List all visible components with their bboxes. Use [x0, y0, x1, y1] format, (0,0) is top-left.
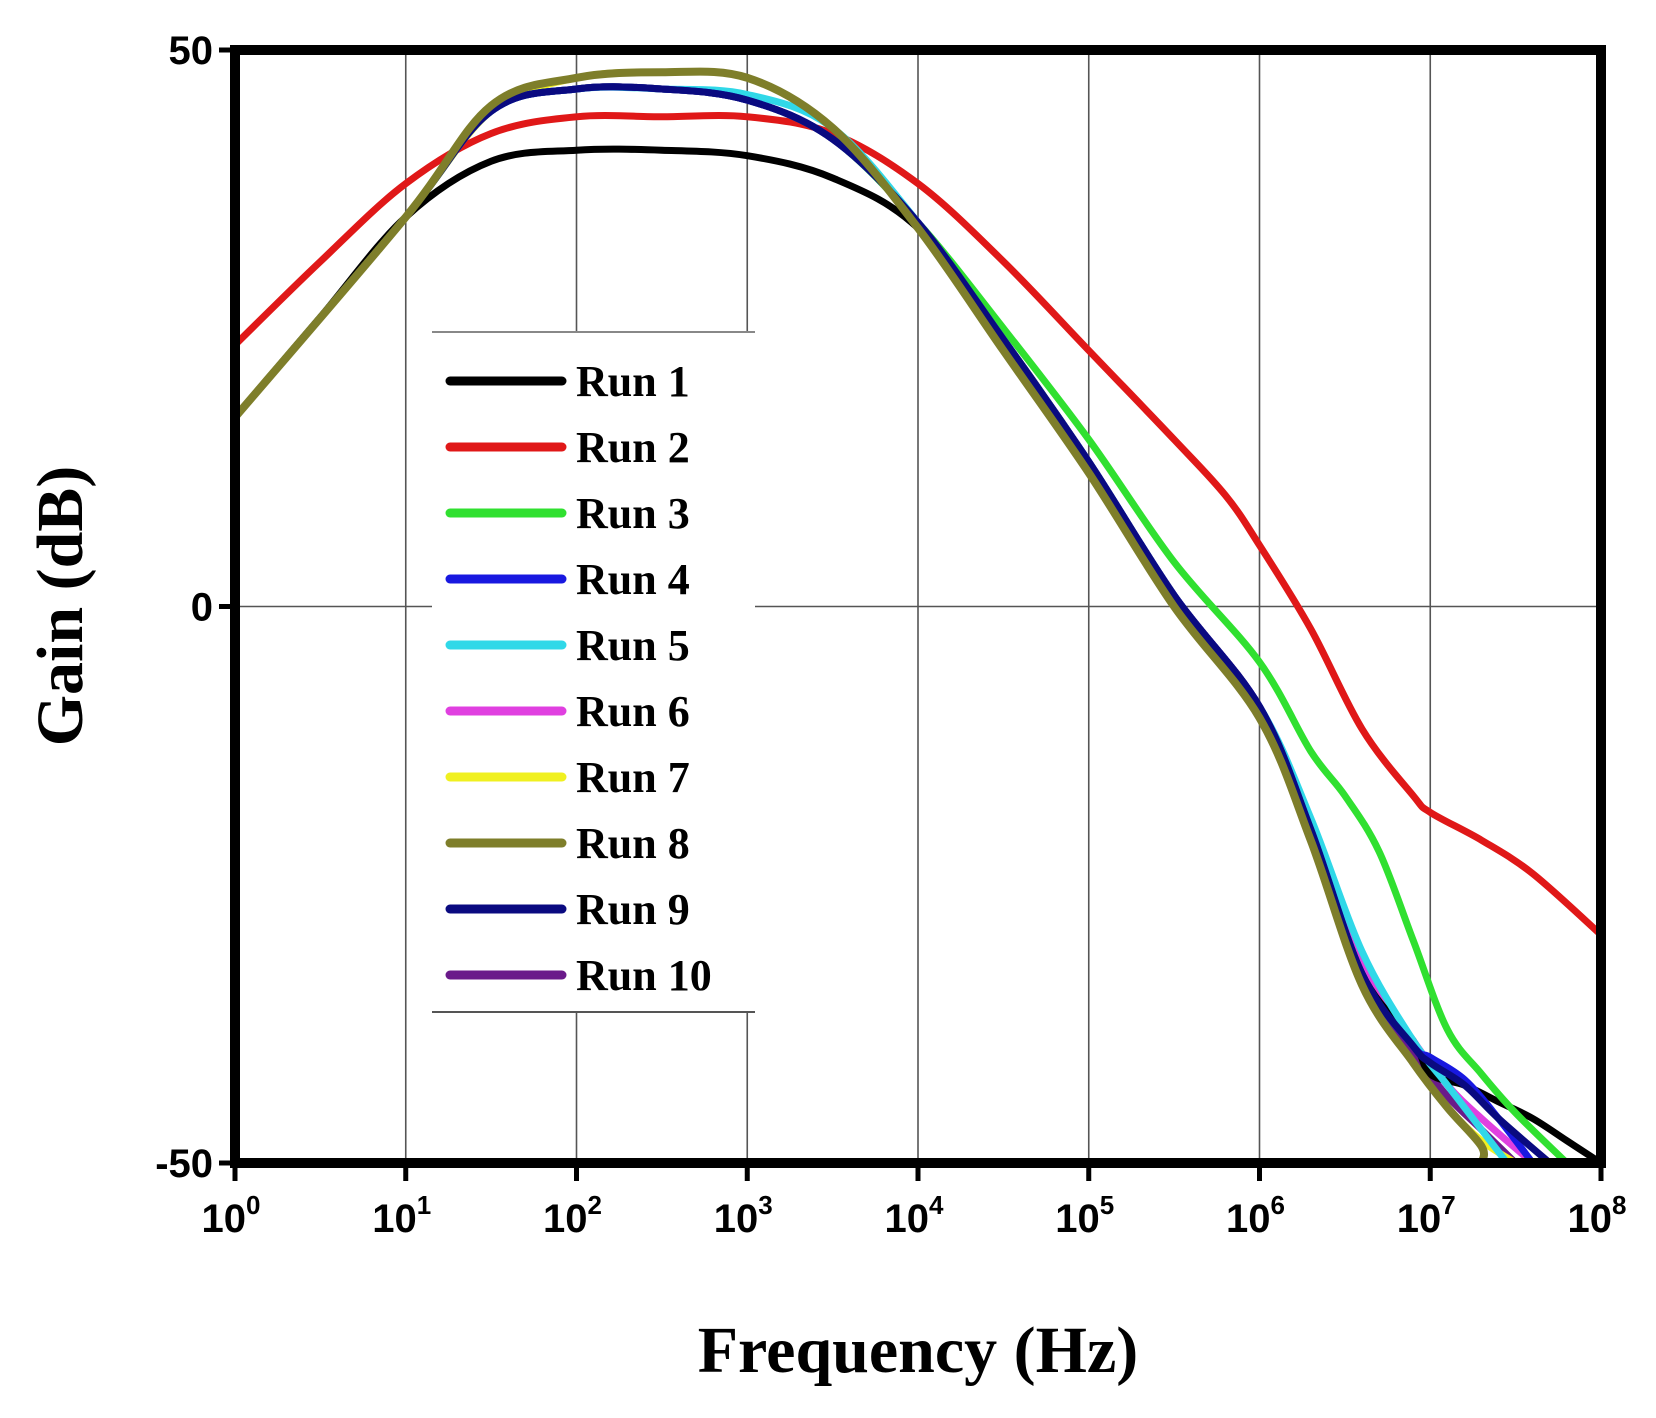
series-run-2-line [235, 112, 1601, 939]
x-tick-label: 106 [1226, 1190, 1285, 1241]
axis-ticks [219, 47, 1604, 1181]
series-layer [235, 67, 1601, 1163]
legend-label-run-5: Run 5 [576, 621, 690, 670]
legend-label-run-8: Run 8 [576, 819, 690, 868]
legend-label-run-1: Run 1 [576, 357, 690, 406]
x-tick-label: 103 [714, 1190, 773, 1241]
series-run-8-line [235, 67, 1489, 1163]
legend-label-run-7: Run 7 [576, 753, 690, 802]
series-run-9-line [235, 83, 1554, 1163]
y-tick-label: 50 [169, 29, 214, 73]
legend-label-run-10: Run 10 [576, 951, 712, 1000]
legend-label-run-9: Run 9 [576, 885, 690, 934]
y-tick-labels: 50 0 -50 [155, 29, 213, 1186]
legend: Run 1 Run 2 Run 3 Run 4 Run 5 Run 6 Run 7 Run 8… [432, 331, 755, 1013]
x-tick-label: 100 [202, 1190, 261, 1241]
y-tick-label: 0 [191, 586, 213, 630]
legend-label-run-4: Run 4 [576, 555, 690, 604]
x-tick-label: 105 [1055, 1190, 1114, 1241]
legend-label-run-6: Run 6 [576, 687, 690, 736]
legend-label-run-2: Run 2 [576, 423, 690, 472]
y-tick-label: -50 [155, 1142, 213, 1186]
x-tick-label: 107 [1397, 1190, 1456, 1241]
x-tick-label: 108 [1568, 1190, 1627, 1241]
legend-label-run-3: Run 3 [576, 489, 690, 538]
x-axis-title: Frequency (Hz) [698, 1314, 1139, 1387]
x-tick-label: 101 [372, 1190, 431, 1241]
x-tick-label: 104 [885, 1190, 945, 1241]
x-tick-labels: 100 101 102 103 104 105 106 107 108 [202, 1190, 1627, 1241]
y-axis-title: Gain (dB) [24, 466, 97, 747]
x-tick-label: 102 [543, 1190, 602, 1241]
